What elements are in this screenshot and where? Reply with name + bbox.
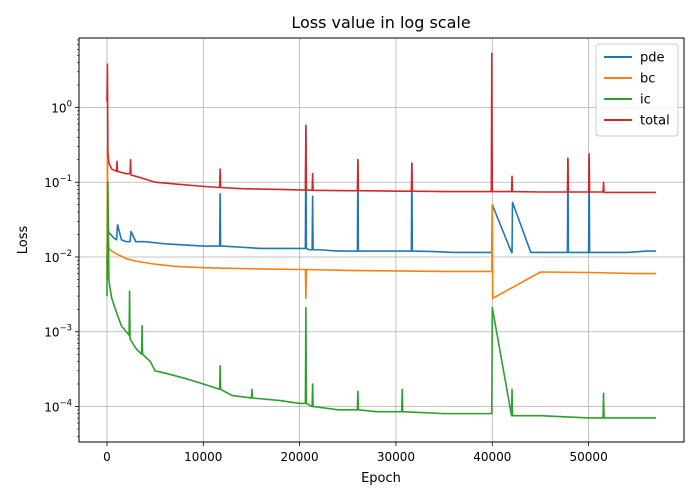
axis-ticks: 0 10000 20000 30000 40000 50000 10−4 10−3 10−2 10… <box>44 39 608 464</box>
y-tick-label: 10−2 <box>44 249 72 265</box>
y-axis-label: Loss <box>16 226 31 255</box>
x-axis-label: Epoch <box>361 471 401 486</box>
x-tick-label: 40000 <box>473 450 511 464</box>
y-tick-label: 100 <box>51 99 72 115</box>
series-line-bc <box>106 148 657 300</box>
x-tick-label: 10000 <box>184 450 222 464</box>
x-tick-label: 50000 <box>570 450 608 464</box>
legend-label-total: total <box>640 114 670 129</box>
y-tick-label: 10−4 <box>44 398 72 414</box>
x-tick-label: 0 <box>103 450 111 464</box>
legend: pde bc ic total <box>595 43 679 137</box>
legend-box <box>595 43 679 137</box>
legend-label-bc: bc <box>640 72 655 87</box>
plot-frame <box>78 37 685 443</box>
series-line-pde <box>106 129 657 265</box>
x-tick-label: 20000 <box>281 450 319 464</box>
legend-label-pde: pde <box>640 51 665 66</box>
y-tick-label: 10−1 <box>44 174 72 190</box>
chart-title: Loss value in log scale <box>291 13 470 32</box>
series-lines <box>106 52 657 419</box>
legend-label-ic: ic <box>640 93 651 108</box>
y-tick-label: 10−3 <box>44 324 72 340</box>
x-tick-label: 30000 <box>377 450 415 464</box>
series-line-total <box>106 52 657 194</box>
series-line-ic <box>106 181 657 419</box>
